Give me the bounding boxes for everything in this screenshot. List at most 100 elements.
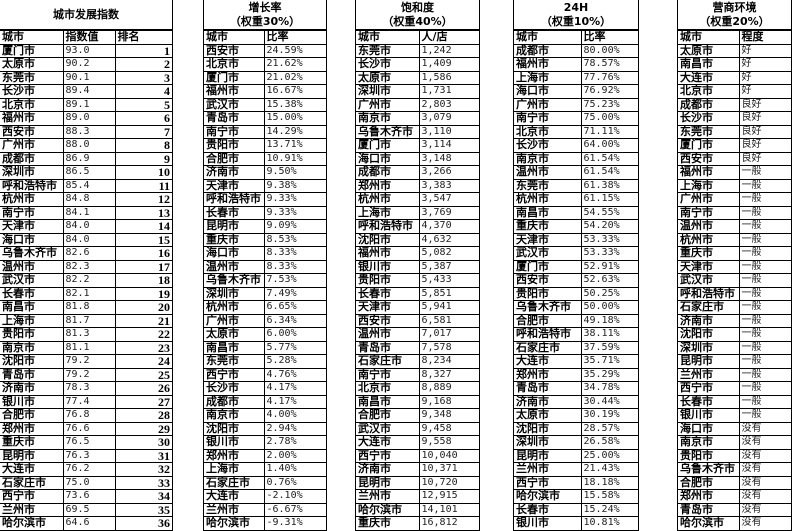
value-cell: 10,371 xyxy=(418,462,479,477)
city-cell: 呼和浩特市 xyxy=(0,178,64,193)
value-cell: 一般 xyxy=(738,394,791,409)
table-row: 济南市 一般 xyxy=(678,313,791,328)
city-cell: 郑州市 xyxy=(678,489,740,504)
table-row: 银川市 77.4 27 xyxy=(0,394,172,409)
table-row: 长春市 82.1 19 xyxy=(0,286,172,301)
city-cell: 西宁市 xyxy=(678,381,740,396)
header-row: 城市 人/店 xyxy=(356,30,479,45)
table-row: 兰州市 -6.67% xyxy=(204,502,326,517)
value-cell: 8,327 xyxy=(418,367,479,382)
table-row: 沈阳市 4,632 xyxy=(356,232,479,247)
city-cell: 长春市 xyxy=(514,502,582,517)
value-cell: 好 xyxy=(738,43,791,58)
table-row: 长春市 5,851 xyxy=(356,286,479,301)
value-cell: 93.0 xyxy=(62,43,116,58)
table-row: 合肥市 49.18% xyxy=(514,313,638,328)
city-cell: 合肥市 xyxy=(514,313,582,328)
city-cell: 青岛市 xyxy=(0,367,64,382)
value-cell: 1,586 xyxy=(418,70,479,85)
table-row: 乌鲁木齐市 7.53% xyxy=(204,273,326,288)
value-cell: 10,040 xyxy=(418,448,479,463)
header-row: 城市 指数值 排名 xyxy=(0,30,172,45)
table-row: 南宁市 14.29% xyxy=(204,124,326,139)
city-cell: 海口市 xyxy=(514,84,582,99)
value-cell: 80.00% xyxy=(580,43,638,58)
value-cell: 好 xyxy=(738,84,791,99)
rank-cell: 18 xyxy=(114,273,172,288)
table-row: 银川市 5,387 xyxy=(356,259,479,274)
table-row: 哈尔滨市 -9.31% xyxy=(204,516,326,531)
city-cell: 合肥市 xyxy=(356,408,420,423)
value-cell: 一般 xyxy=(738,178,791,193)
value-cell: 84.0 xyxy=(62,232,116,247)
value-cell: 良好 xyxy=(738,97,791,112)
table-row: 杭州市 3,547 xyxy=(356,192,479,207)
city-cell: 厦门市 xyxy=(678,138,740,153)
city-cell: 上海市 xyxy=(514,70,582,85)
city-cell: 贵阳市 xyxy=(356,273,420,288)
city-cell: 东莞市 xyxy=(514,178,582,193)
city-cell: 乌鲁木齐市 xyxy=(514,300,582,315)
value-cell: -9.31% xyxy=(263,516,326,531)
city-cell: 杭州市 xyxy=(356,192,420,207)
city-cell: 呼和浩特市 xyxy=(514,327,582,342)
rank-cell: 29 xyxy=(114,421,172,436)
value-cell: 一般 xyxy=(738,286,791,301)
table-row: 海口市 3,148 xyxy=(356,151,479,166)
city-cell: 南宁市 xyxy=(678,205,740,220)
value-cell: 9,348 xyxy=(418,408,479,423)
table-row: 南昌市 54.55% xyxy=(514,205,638,220)
rank-cell: 5 xyxy=(114,97,172,112)
table-title: 饱和度 （权重40%） xyxy=(356,0,479,30)
value-cell: 7,017 xyxy=(418,327,479,342)
table-row: 沈阳市 28.57% xyxy=(514,421,638,436)
city-cell: 石家庄市 xyxy=(514,340,582,355)
value-cell: 15.00% xyxy=(263,111,326,126)
table-row: 西安市 24.59% xyxy=(204,43,326,58)
city-cell: 福州市 xyxy=(204,84,265,99)
value-cell: 53.33% xyxy=(580,246,638,261)
value-cell: 一般 xyxy=(738,232,791,247)
rank-cell: 26 xyxy=(114,381,172,396)
value-cell: 一般 xyxy=(738,259,791,274)
table-row: 青岛市 7,578 xyxy=(356,340,479,355)
table-row: 大连市 35.71% xyxy=(514,354,638,369)
value-cell: 76.6 xyxy=(62,421,116,436)
table-title: 城市发展指数 xyxy=(0,0,172,30)
value-cell: 6.00% xyxy=(263,327,326,342)
table-row: 呼和浩特市 一般 xyxy=(678,286,791,301)
value-cell: 15.38% xyxy=(263,97,326,112)
table-title-text: 增长率 xyxy=(248,0,282,14)
city-cell: 长春市 xyxy=(204,205,265,220)
table-row: 温州市 61.54% xyxy=(514,165,638,180)
city-cell: 南昌市 xyxy=(356,394,420,409)
value-cell: 7.49% xyxy=(263,286,326,301)
24h-table: 24H （权重10%） 城市 比率 成都市 80.00% 福州市 78.57% 上海市 77.76… xyxy=(513,0,639,531)
value-cell: 2,803 xyxy=(418,97,479,112)
city-cell: 上海市 xyxy=(0,313,64,328)
city-cell: 深圳市 xyxy=(678,340,740,355)
city-cell: 兰州市 xyxy=(678,367,740,382)
table-row: 重庆市 16,812 xyxy=(356,516,479,531)
table-row: 南宁市 8,327 xyxy=(356,367,479,382)
table-row: 东莞市 良好 xyxy=(678,124,791,139)
value-cell: 82.3 xyxy=(62,259,116,274)
city-cell: 成都市 xyxy=(0,151,64,166)
city-cell: 沈阳市 xyxy=(514,421,582,436)
table-row: 杭州市 6.65% xyxy=(204,300,326,315)
city-cell: 哈尔滨市 xyxy=(356,502,420,517)
value-cell: 34.78% xyxy=(580,381,638,396)
value-cell: 3,148 xyxy=(418,151,479,166)
table-row: 成都市 良好 xyxy=(678,97,791,112)
value-cell: 76.92% xyxy=(580,84,638,99)
table-row: 南昌市好 xyxy=(678,57,791,72)
city-cell: 武汉市 xyxy=(514,246,582,261)
city-cell: 昆明市 xyxy=(204,219,265,234)
value-cell: 77.4 xyxy=(62,394,116,409)
city-cell: 大连市 xyxy=(678,70,740,85)
rank-cell: 23 xyxy=(114,340,172,355)
value-cell: 4.17% xyxy=(263,394,326,409)
city-cell: 青岛市 xyxy=(356,340,420,355)
table-row: 郑州市 35.29% xyxy=(514,367,638,382)
city-cell: 成都市 xyxy=(204,394,265,409)
